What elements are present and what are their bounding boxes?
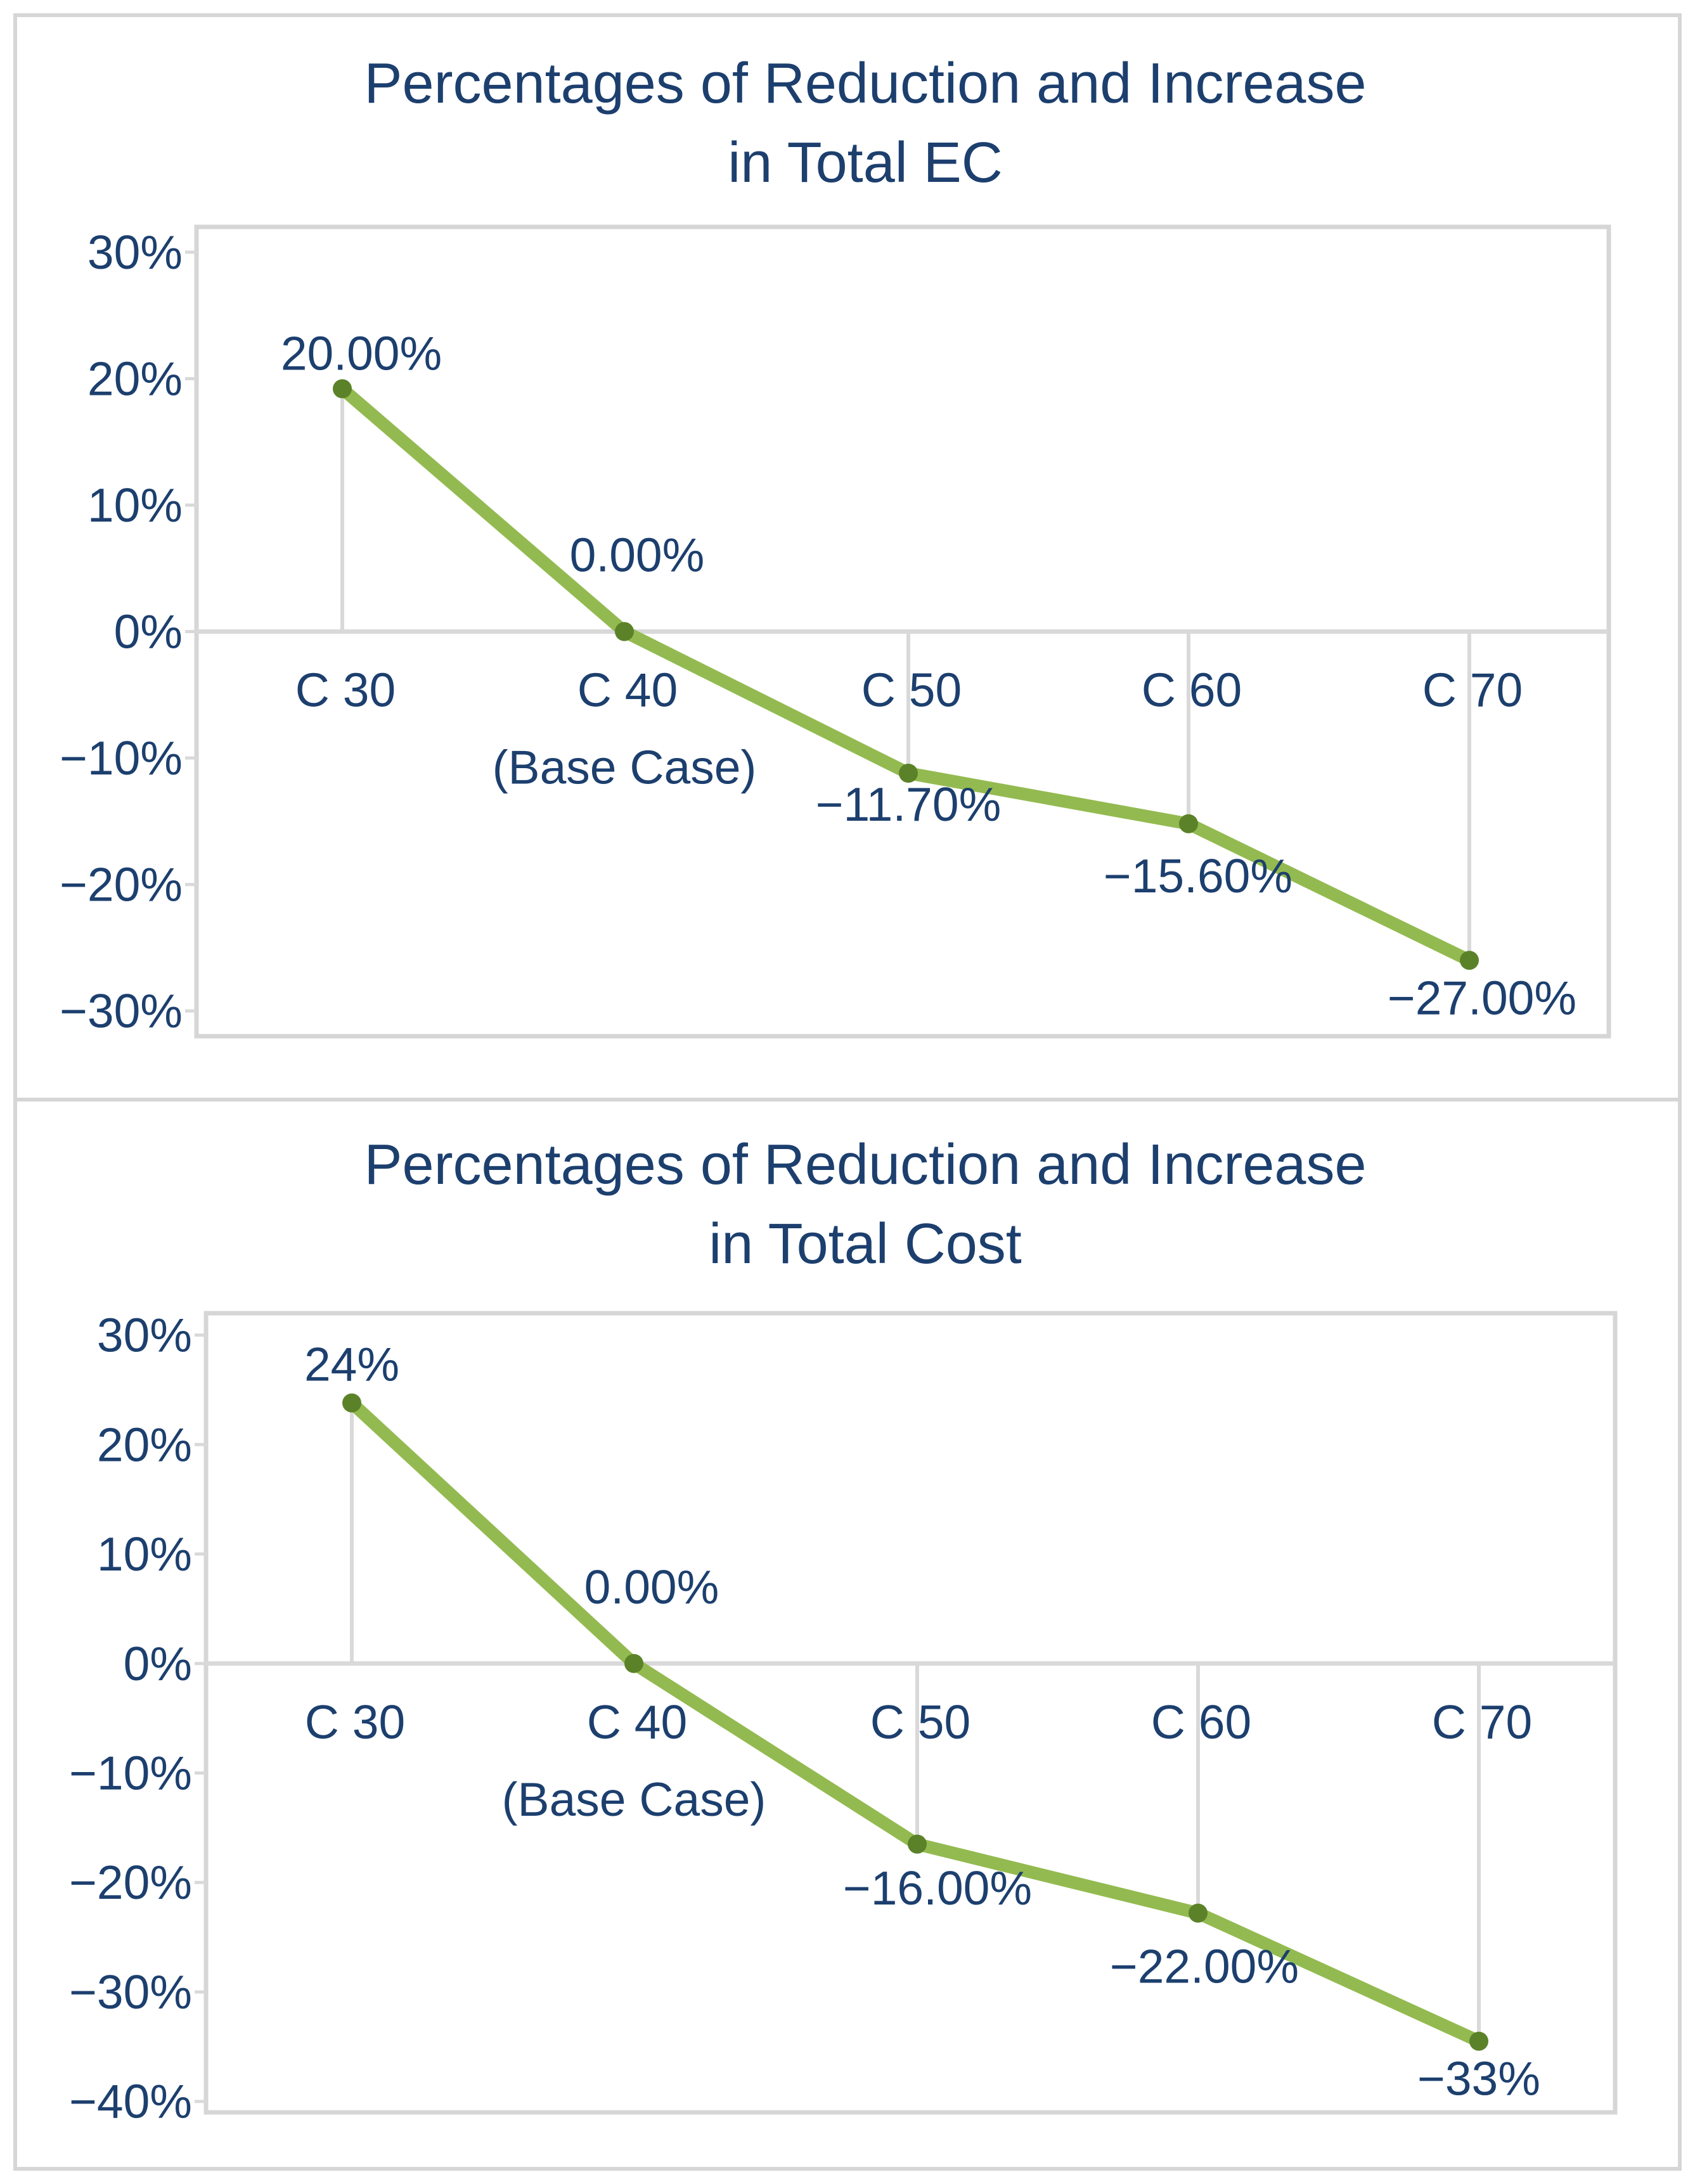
data-point xyxy=(1189,1903,1208,1923)
y-tick-label: −20% xyxy=(69,1856,192,1909)
x-category-label: C 60 xyxy=(1142,664,1242,717)
y-tick-label: −30% xyxy=(60,984,183,1037)
chart-ec-panel: Percentages of Reduction and Increase in… xyxy=(60,52,1611,1039)
chart-title-line-2: in Total Cost xyxy=(709,1212,1022,1276)
data-label: 0.00% xyxy=(584,1560,719,1614)
y-tick-label: −10% xyxy=(60,731,183,785)
x-category-label: C 70 xyxy=(1422,664,1523,717)
x-category-label: C 40 xyxy=(577,664,678,717)
y-tick-label: 30% xyxy=(97,1309,192,1362)
data-label: −22.00% xyxy=(1110,1940,1299,1993)
data-label: −11.70% xyxy=(816,778,1002,831)
chart-plot-area: 30% 20% 10% 0% −10% −20% −30% −40% C 30 C 40 (Base… xyxy=(69,1309,1618,2128)
data-point xyxy=(908,1834,927,1854)
data-point xyxy=(342,1393,361,1413)
y-tick-label: 20% xyxy=(97,1418,192,1471)
x-category-label: C 70 xyxy=(1432,1695,1532,1749)
y-tick-label: −40% xyxy=(69,2075,192,2128)
outer-frame xyxy=(13,13,1682,2171)
data-label: −15.60% xyxy=(1104,849,1292,903)
y-tick-label: −10% xyxy=(69,1747,192,1800)
y-tick-label: 10% xyxy=(97,1527,192,1581)
data-label: 24% xyxy=(304,1338,399,1391)
data-label: −27.00% xyxy=(1388,971,1576,1024)
data-point xyxy=(899,763,918,783)
y-tick-label: 20% xyxy=(87,352,183,405)
data-point xyxy=(1179,814,1198,833)
x-category-label: C 50 xyxy=(861,664,962,717)
x-category-label: C 30 xyxy=(295,664,396,717)
chart-title-line-2: in Total EC xyxy=(728,131,1003,195)
chart-cost-panel: Percentages of Reduction and Increase in… xyxy=(69,1133,1618,2128)
x-category-label: C 50 xyxy=(870,1695,970,1749)
data-point xyxy=(1469,2031,1488,2051)
y-tick-label: −20% xyxy=(60,858,183,911)
data-point xyxy=(333,379,352,399)
y-tick-label: 30% xyxy=(87,226,183,279)
chart-plot-area: 30% 20% 10% 0% −10% −20% −30% C 30 C 40 (Base Cas… xyxy=(60,224,1611,1039)
data-label: 0.00% xyxy=(570,529,705,582)
data-label: −33% xyxy=(1417,2052,1540,2105)
data-label: 20.00% xyxy=(281,326,442,380)
x-category-label: C 30 xyxy=(305,1695,405,1749)
y-tick-label: 10% xyxy=(87,479,183,532)
chart-title-line-1: Percentages of Reduction and Increase xyxy=(364,52,1366,115)
x-category-label: C 40 xyxy=(587,1695,687,1749)
x-category-sublabel: (Base Case) xyxy=(502,1773,766,1826)
x-category-sublabel: (Base Case) xyxy=(493,741,757,794)
y-tick-label: −30% xyxy=(69,1965,192,2019)
x-category-label: C 60 xyxy=(1151,1695,1251,1749)
data-point xyxy=(615,622,634,641)
y-tick-label: 0% xyxy=(124,1637,192,1690)
chart-title-line-1: Percentages of Reduction and Increase xyxy=(364,1133,1366,1197)
plot-frame xyxy=(203,1311,1618,2115)
y-tick-label: 0% xyxy=(114,605,183,658)
data-point xyxy=(1460,951,1479,970)
data-point xyxy=(624,1654,643,1673)
data-label: −16.00% xyxy=(843,1861,1032,1915)
